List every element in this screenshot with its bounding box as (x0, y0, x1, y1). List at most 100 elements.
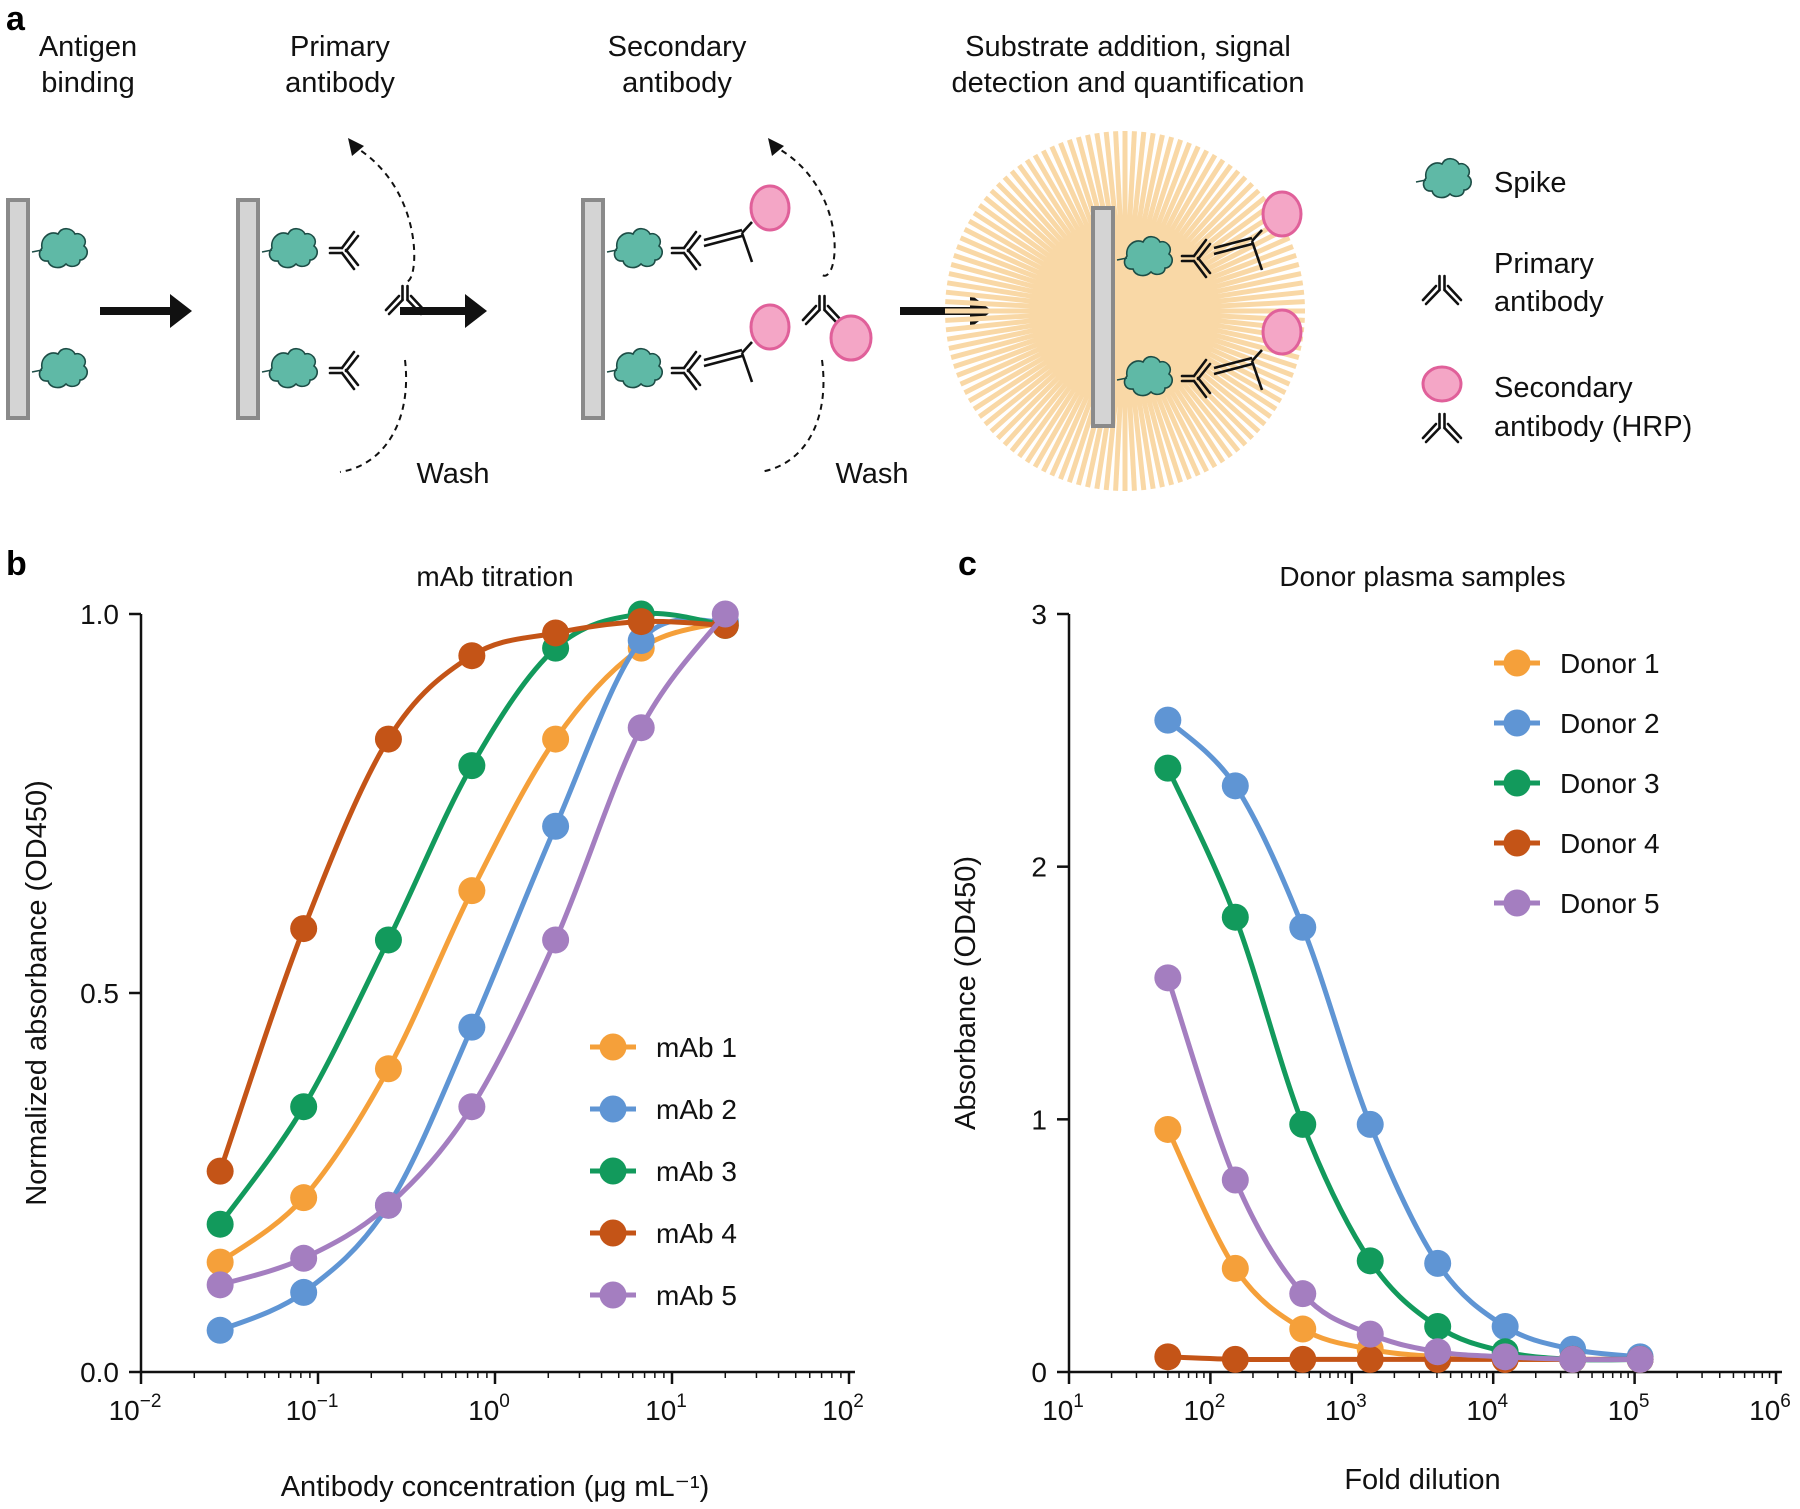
step-4-title-line1: Substrate addition, signal (965, 31, 1291, 63)
data-point (1356, 1110, 1384, 1138)
glow-ray (1032, 387, 1083, 469)
y-axis-label: Absorbance (OD450) (950, 856, 982, 1130)
data-point (374, 926, 402, 954)
data-point (1221, 1166, 1249, 1194)
glow-ray (1163, 149, 1209, 232)
glow-ray (1196, 361, 1273, 419)
glow-ray (977, 203, 1054, 261)
glow-ray (1204, 227, 1287, 273)
glow-ray (1136, 399, 1156, 490)
step-4-title-line2: detection and quantification (951, 67, 1304, 99)
data-point (1289, 913, 1317, 941)
glow-ray (963, 227, 1046, 273)
glow-ray (1214, 289, 1305, 305)
glow-ray (1017, 163, 1075, 240)
glow-ray (1154, 142, 1192, 228)
glow-ray (963, 349, 1046, 395)
glow-ray (1208, 244, 1294, 282)
chart-title: Donor plasma samples (1279, 561, 1565, 592)
y-tick-label: 2 (1031, 852, 1047, 883)
data-point (542, 812, 570, 840)
step-2-title-line2: antibody (285, 67, 395, 99)
legend-label: mAb 1 (656, 1032, 737, 1063)
legend-label: Donor 3 (1560, 768, 1660, 799)
legend-swatch-marker (1503, 829, 1531, 857)
glow-ray (989, 188, 1060, 253)
data-point (206, 1248, 234, 1276)
glow-ray (1041, 390, 1087, 473)
arrowhead-icon (348, 138, 364, 156)
x-tick-label: 102 (822, 1391, 864, 1426)
glow-ray (1113, 400, 1123, 491)
glow-ray (953, 336, 1041, 370)
glow-ray (1141, 398, 1165, 488)
data-point (374, 725, 402, 753)
glow-ray (1024, 158, 1079, 237)
primary-antibody-icon (328, 350, 360, 391)
data-point (1154, 1115, 1182, 1143)
glow-ray (1213, 280, 1304, 300)
glow-ray (1193, 365, 1267, 427)
series-mab-5 (206, 600, 739, 1299)
glow-ray (1049, 392, 1091, 477)
data-point (458, 642, 486, 670)
x-tick-label: 105 (1608, 1391, 1650, 1426)
spike-icon (1415, 157, 1473, 199)
data-point (542, 926, 570, 954)
glow-ray (1150, 395, 1184, 483)
data-point (458, 1093, 486, 1121)
arrowhead-icon (768, 138, 784, 156)
glow-ray (1131, 400, 1147, 491)
legend-swatch-marker (1503, 769, 1531, 797)
step-3-title-line1: Secondary (608, 31, 747, 63)
data-point (1289, 1315, 1317, 1343)
glow-ray (948, 327, 1038, 351)
legend-swatch-marker (599, 1095, 627, 1123)
x-tick-label-exp: 6 (1780, 1391, 1791, 1412)
glow-ray (1017, 382, 1075, 459)
legend-secondary-label-line2: antibody (HRP) (1494, 411, 1692, 443)
data-point (542, 725, 570, 753)
x-tick-label-exp: 1 (1073, 1391, 1084, 1412)
data-point (206, 1316, 234, 1344)
data-point (1356, 1247, 1384, 1275)
legend-swatch-marker (1503, 649, 1531, 677)
glow-ray (967, 353, 1049, 404)
data-point (1221, 1254, 1249, 1282)
data-point (1221, 772, 1249, 800)
glow-ray (972, 210, 1051, 265)
data-point (290, 915, 318, 943)
x-tick-label: 101 (645, 1391, 687, 1426)
glow-ray (946, 280, 1037, 300)
glow-ray (1179, 169, 1241, 243)
legend-secondary-label-line1: Secondary (1494, 372, 1633, 404)
glow-ray (972, 357, 1051, 412)
arrowhead-icon (170, 294, 192, 328)
primary-antibody-icon (670, 350, 702, 391)
data-point (1289, 1280, 1317, 1308)
x-tick-label-exp: 5 (1639, 1391, 1650, 1412)
data-point (1491, 1313, 1519, 1341)
glow-ray (1002, 175, 1067, 246)
x-tick-label: 102 (1184, 1391, 1226, 1426)
chart-title: mAb titration (416, 561, 573, 592)
glow-ray (956, 340, 1042, 378)
legend-label: Donor 5 (1560, 888, 1660, 919)
data-point (290, 1278, 318, 1306)
wash-path (351, 144, 416, 283)
data-point (627, 608, 655, 636)
legend-label: mAb 4 (656, 1218, 737, 1249)
glow-ray (1127, 131, 1137, 222)
glow-ray (1214, 299, 1305, 309)
wash-path (339, 359, 408, 473)
x-tick-label-exp: 0 (499, 1391, 510, 1412)
glow-ray (1141, 134, 1165, 224)
glow-ray (1201, 353, 1283, 404)
data-point (1154, 706, 1182, 734)
x-tick-label: 10−2 (109, 1391, 162, 1426)
glow-ray (1171, 158, 1226, 237)
x-tick-label-base: 10 (286, 1395, 317, 1426)
glow-ray (983, 365, 1057, 427)
spike-icon (606, 347, 664, 389)
data-point (1154, 1343, 1182, 1371)
